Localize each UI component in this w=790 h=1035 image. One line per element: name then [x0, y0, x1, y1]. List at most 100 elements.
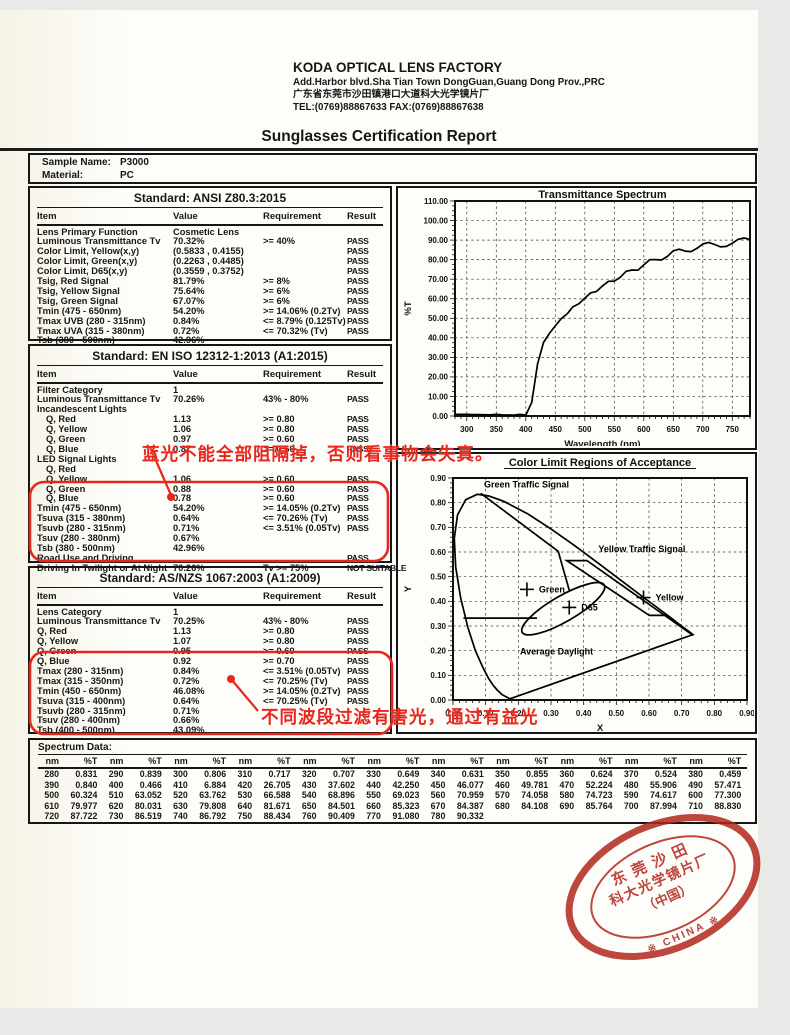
- spectrum-nm: 290: [108, 769, 124, 779]
- svg-text:Green: Green: [539, 584, 565, 594]
- svg-text:400: 400: [519, 425, 533, 434]
- spectrum-t: 0.839: [139, 769, 162, 779]
- sample-info-box: Sample Name: P3000 Material: PC: [28, 153, 757, 184]
- spectrum-t: 63.052: [134, 790, 162, 801]
- cell-requirement: >= 40%: [263, 236, 296, 247]
- cell-item: Lens Primary Function: [37, 226, 138, 237]
- spectrum-nm: 330: [366, 769, 381, 779]
- spectrum-col-nm: nm: [496, 756, 510, 766]
- cell-requirement: 43% - 80%: [263, 616, 309, 627]
- cell-value: 1.13: [173, 626, 192, 637]
- svg-text:Transmittance Spectrum: Transmittance Spectrum: [538, 189, 667, 201]
- svg-text:Y: Y: [403, 585, 414, 592]
- transmittance-spectrum-chart: 0.00 10.00 20.00 30.00 40.00 50.00 60.00 70.00 8…: [396, 186, 757, 450]
- sample-name-value: P3000: [120, 157, 149, 168]
- spectrum-nm: 500: [44, 790, 59, 801]
- cell-result: PASS: [347, 434, 369, 445]
- spectrum-t: 84.501: [328, 800, 355, 811]
- spectrum-nm: 510: [108, 790, 124, 801]
- spectrum-t: 0.831: [75, 769, 98, 779]
- spectrum-t: 84.387: [456, 800, 484, 811]
- spectrum-col-nm: nm: [560, 756, 575, 766]
- spectrum-t: 85.764: [585, 800, 613, 811]
- svg-text:350: 350: [490, 425, 504, 434]
- spectrum-t: 0.459: [719, 769, 742, 779]
- cell-result: PASS: [347, 473, 369, 484]
- svg-text:500: 500: [578, 425, 592, 434]
- cell-requirement: 43% - 80%: [263, 394, 309, 405]
- svg-text:0.50: 0.50: [430, 572, 446, 581]
- spectrum-col-nm: nm: [45, 756, 60, 766]
- spectrum-nm: 570: [495, 790, 510, 801]
- column-header: Value: [173, 590, 198, 602]
- spectrum-nm: 660: [366, 800, 381, 811]
- spectrum-nm: 490: [688, 779, 703, 790]
- spectrum-nm: 430: [301, 779, 317, 790]
- table-row: Lens Category 1: [37, 606, 383, 618]
- spectrum-col-nm: nm: [174, 756, 188, 766]
- spectrum-col-t: %T: [83, 756, 98, 766]
- cell-requirement: [263, 247, 347, 257]
- spectrum-t: 74.723: [585, 790, 613, 801]
- cell-value: 42.96%: [173, 543, 205, 553]
- spectrum-row: 280 0.831 290 0.839 300 0.806 310 0.717 320 0.707…: [38, 769, 747, 780]
- spectrum-nm: 760: [301, 811, 317, 822]
- cell-item: Tsig, Green Signal: [37, 295, 118, 306]
- spectrum-col-nm: nm: [689, 756, 703, 766]
- svg-text:0.30: 0.30: [430, 622, 446, 631]
- table-row: Color Limit, Green(x,y) (0.2263 , 0.4485)…: [37, 256, 383, 267]
- spectrum-nm: 690: [559, 800, 575, 811]
- column-header: Requirement: [263, 590, 322, 602]
- cell-value: (0.2263 , 0.4485): [173, 256, 244, 267]
- table-row: Q, Yellow 1.06 >= 0.60 PASS: [37, 473, 383, 485]
- stamp-outer-ring: [565, 814, 761, 960]
- company-telfax: TEL:(0769)88867633 FAX:(0769)88867638: [293, 101, 484, 113]
- cell-value: 81.79%: [173, 276, 205, 287]
- svg-text:Yellow: Yellow: [656, 593, 685, 603]
- spectrum-t: 0.624: [590, 769, 613, 779]
- svg-text:Green Traffic Signal: Green Traffic Signal: [484, 479, 569, 489]
- spectrum-t: 79.977: [70, 800, 98, 811]
- svg-text:0.20: 0.20: [430, 646, 446, 655]
- svg-text:0.20: 0.20: [511, 709, 527, 718]
- column-header: Requirement: [263, 210, 322, 222]
- cell-item: Tsig, Red Signal: [37, 276, 109, 287]
- cell-value: 75.64%: [173, 285, 205, 296]
- cell-item: Tsb (400 - 500nm): [37, 725, 115, 736]
- spectrum-t: 55.906: [650, 779, 677, 790]
- cell-result: PASS: [347, 443, 369, 454]
- spectrum-col-t: %T: [341, 756, 355, 766]
- spectrum-nm: 540: [301, 790, 317, 801]
- spectrum-t: 63.762: [199, 790, 227, 801]
- spectrum-t: 66.588: [263, 790, 291, 801]
- cell-item: Luminous Transmittance Tv: [37, 236, 161, 247]
- spectrum-row: 610 79.977 620 80.031 630 79.808 640 81.671 650 8…: [38, 801, 747, 812]
- spectrum-t: 52.224: [585, 779, 613, 790]
- cell-value: 1.06: [173, 424, 192, 435]
- cell-value: 70.32%: [173, 236, 205, 247]
- red-company-stamp: 东莞沙田 科大光学镜片厂 （中国） ※ CHINA ※: [548, 800, 778, 975]
- spectrum-col-nm: nm: [367, 756, 381, 766]
- spectrum-nm: 530: [237, 790, 253, 801]
- spectrum-nm: 370: [623, 769, 639, 779]
- svg-text:0.10: 0.10: [430, 671, 446, 680]
- spectrum-t: 90.332: [456, 811, 484, 822]
- sample-name-row: Sample Name: P3000: [42, 157, 743, 170]
- cell-requirement: >= 0.80: [263, 636, 295, 647]
- spectrum-nm: 410: [173, 779, 188, 790]
- spectrum-nm: 420: [237, 779, 253, 790]
- company-address-en: Add.Harbor blvd.Sha Tian Town DongGuan,G…: [293, 76, 605, 88]
- svg-text:0.60: 0.60: [430, 548, 446, 557]
- cell-item: Q, Green: [46, 434, 86, 445]
- spectrum-nm: 470: [559, 779, 575, 790]
- svg-text:0.50: 0.50: [609, 709, 625, 718]
- cell-item: Color Limit, Yellow(x,y): [37, 246, 140, 257]
- table-header: Item Value Requirement Result: [37, 588, 383, 606]
- spectrum-nm: 630: [173, 800, 188, 811]
- table-row: Q, Red 1.13 >= 0.80 PASS: [37, 414, 383, 425]
- svg-text:700: 700: [696, 425, 710, 434]
- cell-value: 1: [173, 606, 179, 617]
- svg-text:0.40: 0.40: [576, 709, 592, 718]
- spectrum-t: 90.409: [328, 811, 355, 822]
- cell-item: Tmax UVA (315 - 380nm): [37, 325, 145, 336]
